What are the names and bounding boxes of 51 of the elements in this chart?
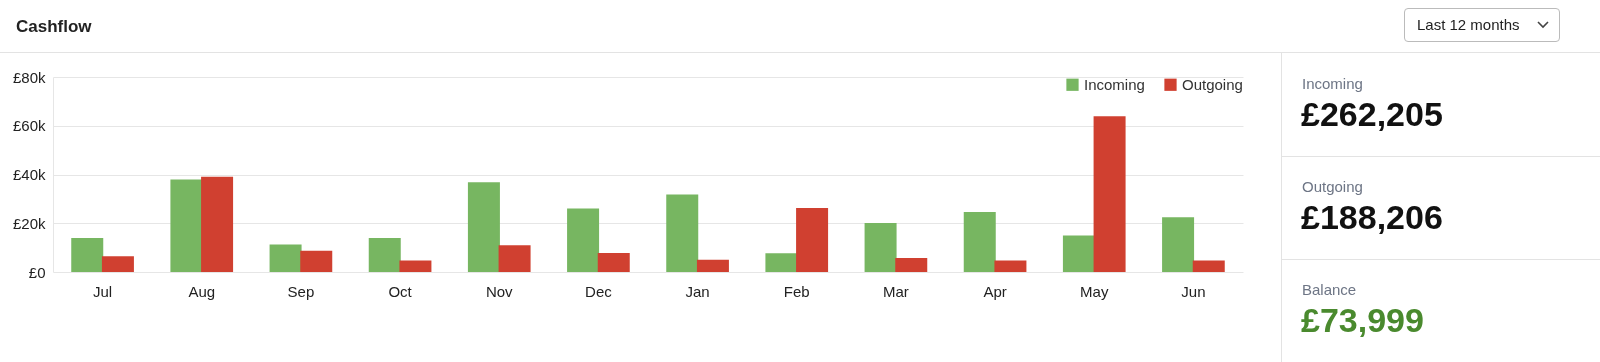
bar (71, 237, 104, 272)
text: £188,206 (1301, 198, 1443, 237)
bar (1192, 260, 1225, 272)
bar (170, 179, 203, 272)
bar (399, 260, 432, 272)
x-tick-label: Nov (485, 282, 514, 300)
chart-title: Cashflow (16, 17, 92, 37)
text: £262,205 (1301, 95, 1443, 134)
x-tick-label: Apr (983, 282, 1007, 300)
bar (101, 256, 134, 272)
x-tick-label: Oct (388, 282, 413, 300)
legend-label: Outgoing (1182, 75, 1243, 93)
y-tick-label: £40k (12, 166, 46, 183)
x-tick-label: Feb (783, 282, 810, 300)
x-tick-label: Dec (585, 282, 613, 300)
bar (269, 244, 302, 272)
x-tick-label: May (1080, 282, 1109, 300)
x-tick-label: Aug (188, 282, 216, 300)
legend-label: Incoming (1084, 75, 1145, 93)
bar (796, 207, 829, 272)
text: Incoming (1302, 75, 1363, 92)
text: Balance (1302, 281, 1357, 298)
bar (765, 253, 798, 272)
text: £73,999 (1301, 301, 1424, 340)
bar (864, 223, 897, 272)
x-tick-label: Jul (92, 282, 113, 300)
text: Outgoing (1302, 178, 1363, 195)
y-tick-label: £20k (12, 214, 46, 232)
bar (666, 194, 699, 272)
x-tick-label: Jan (685, 282, 710, 300)
bar (1162, 217, 1195, 272)
bar (300, 250, 333, 272)
y-tick-label: £0 (28, 263, 46, 281)
y-tick-label: £60k (12, 117, 46, 135)
bar (963, 212, 996, 272)
y-tick-label: £80k (12, 68, 46, 86)
bar (201, 176, 234, 272)
x-tick-label: Sep (287, 282, 315, 300)
bar (696, 259, 729, 272)
bar (597, 252, 630, 272)
bar (467, 182, 500, 272)
bar (1093, 116, 1126, 272)
bar (1062, 235, 1095, 272)
bar (498, 245, 531, 272)
x-tick-label: Mar (882, 282, 909, 300)
dropdown: Last 12 months (1404, 8, 1560, 42)
x-tick-label: Jun (1181, 282, 1206, 300)
bar (895, 258, 928, 272)
bar (994, 260, 1027, 272)
bar (368, 237, 401, 272)
bar (567, 208, 600, 272)
